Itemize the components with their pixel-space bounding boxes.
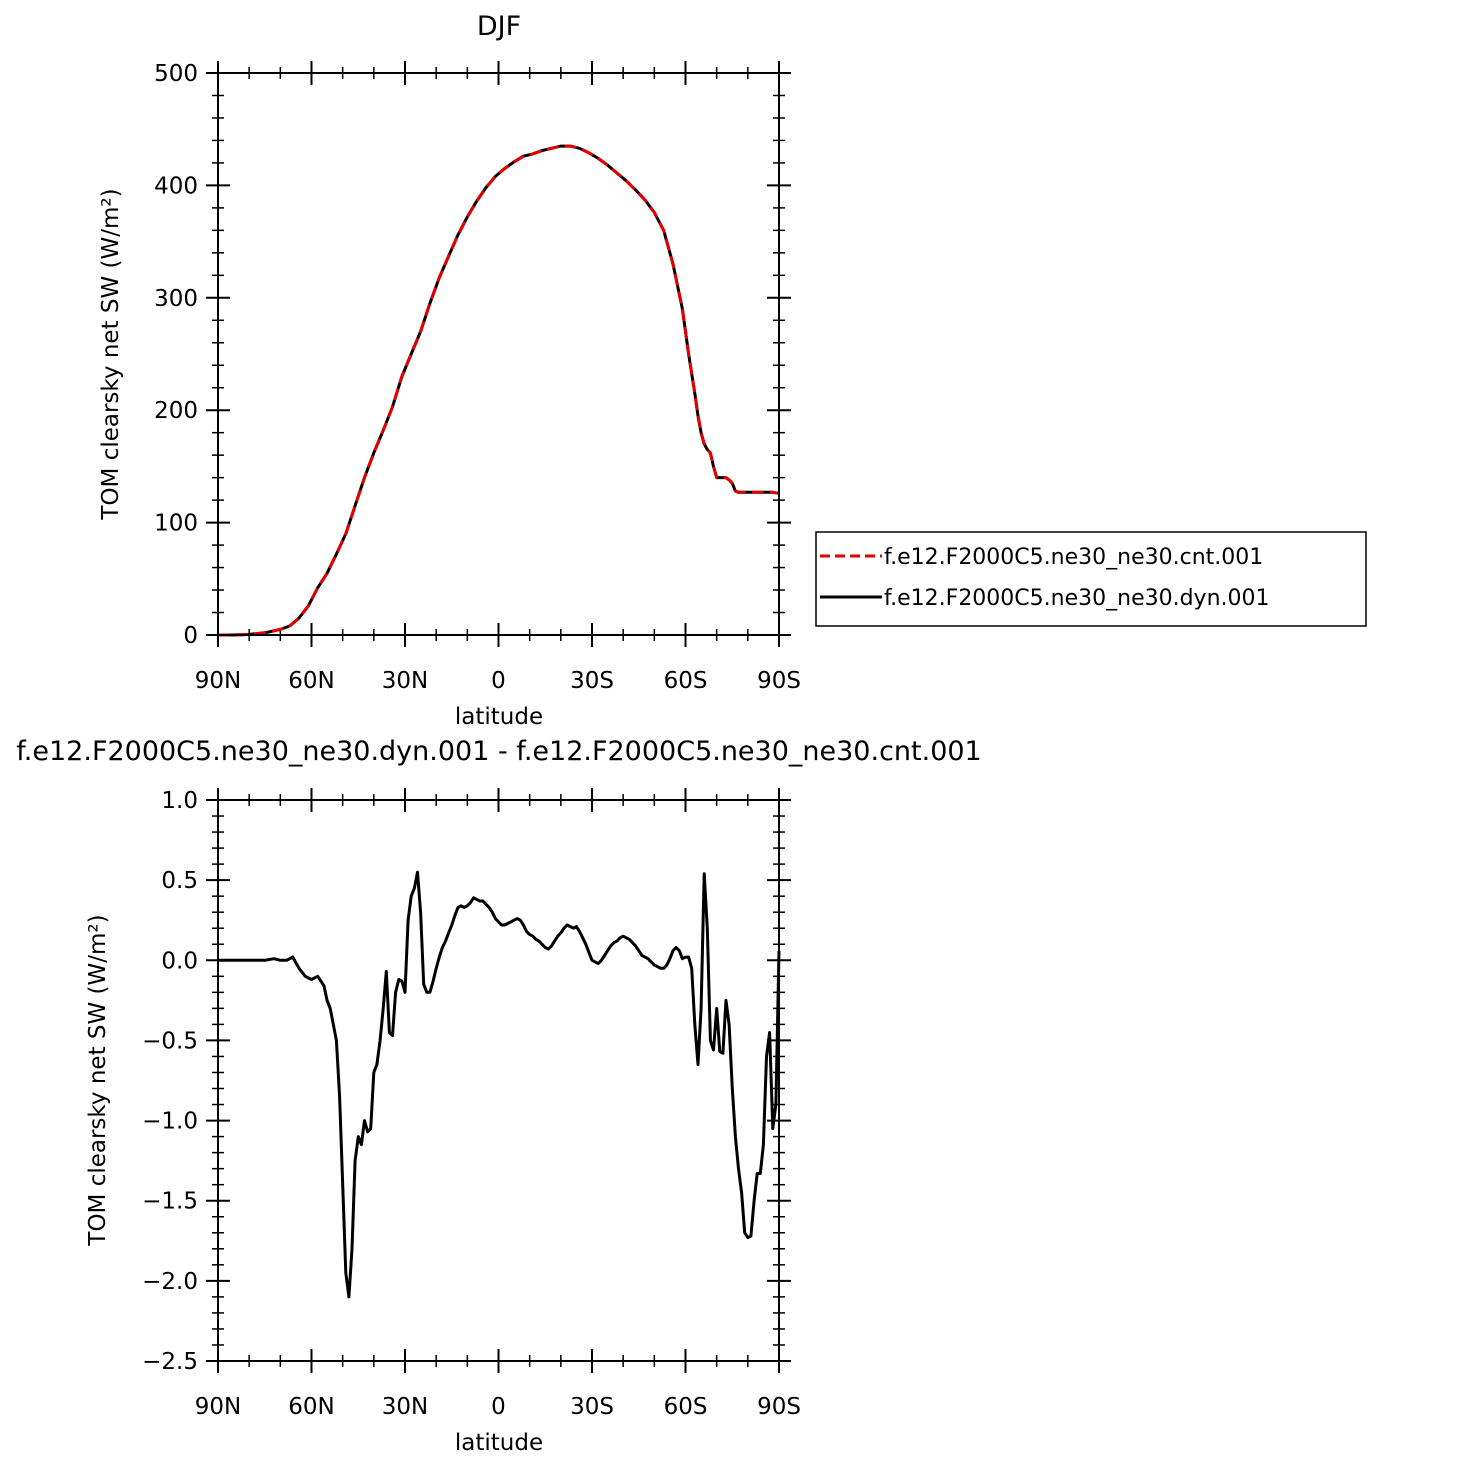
ytick-label: −0.5 bbox=[142, 1028, 198, 1054]
bottom-chart-xlabel: latitude bbox=[455, 1430, 543, 1456]
xtick-label: 90N bbox=[195, 668, 241, 694]
xtick-label: 90N bbox=[195, 1394, 241, 1420]
series-line-0 bbox=[218, 870, 781, 1299]
legend-box bbox=[815, 531, 1367, 627]
ytick-label: −1.5 bbox=[142, 1189, 198, 1215]
bottom-chart-series bbox=[218, 870, 781, 1299]
xtick-label: 60S bbox=[664, 1394, 708, 1420]
ytick-label: −2.0 bbox=[142, 1269, 198, 1295]
xtick-label: 90S bbox=[757, 668, 801, 694]
ytick-label: 0 bbox=[183, 623, 198, 649]
ytick-label: −1.0 bbox=[142, 1109, 198, 1135]
ytick-label: 0.0 bbox=[161, 948, 198, 974]
ytick-label: 1.0 bbox=[161, 788, 198, 814]
legend-label-cnt: f.e12.F2000C5.ne30_ne30.cnt.001 bbox=[884, 545, 1263, 570]
legend-label-dyn: f.e12.F2000C5.ne30_ne30.dyn.001 bbox=[884, 586, 1270, 611]
ytick-label: 300 bbox=[154, 286, 198, 312]
xtick-label: 60N bbox=[288, 1394, 334, 1420]
xtick-label: 30S bbox=[570, 1394, 614, 1420]
ytick-label: 100 bbox=[154, 511, 198, 537]
xtick-label: 30N bbox=[382, 1394, 428, 1420]
legend: f.e12.F2000C5.ne30_ne30.cnt.001 f.e12.F2… bbox=[815, 531, 1367, 627]
xtick-label: 0 bbox=[491, 668, 506, 694]
bottom-chart-title: f.e12.F2000C5.ne30_ne30.dyn.001 - f.e12.… bbox=[16, 736, 981, 767]
series-line-0 bbox=[218, 144, 780, 637]
xtick-label: 60N bbox=[288, 668, 334, 694]
ytick-label: 400 bbox=[154, 173, 198, 199]
top-chart-series bbox=[218, 144, 780, 637]
xtick-label: 90S bbox=[757, 1394, 801, 1420]
top-chart-title: DJF bbox=[477, 11, 521, 42]
top-chart-ticks: 0 100 200 300 400 500 90N 60N 30N 0 30S 60S 90S bbox=[154, 61, 801, 694]
ytick-label: 500 bbox=[154, 61, 198, 87]
xtick-label: 60S bbox=[664, 668, 708, 694]
bottom-chart-ylabel: TOM clearsky net SW (W/m²) bbox=[85, 914, 111, 1246]
top-chart-ylabel: TOM clearsky net SW (W/m²) bbox=[98, 188, 124, 520]
xtick-label: 0 bbox=[491, 1394, 506, 1420]
xtick-label: 30S bbox=[570, 668, 614, 694]
xtick-label: 30N bbox=[382, 668, 428, 694]
bottom-chart-frame bbox=[217, 799, 780, 1362]
ytick-label: 0.5 bbox=[161, 868, 198, 894]
top-chart-xlabel: latitude bbox=[455, 704, 543, 730]
ytick-label: −2.5 bbox=[142, 1349, 198, 1375]
top-chart-frame bbox=[217, 72, 780, 636]
bottom-chart: f.e12.F2000C5.ne30_ne30.dyn.001 - f.e12.… bbox=[16, 736, 981, 1456]
ytick-label: 200 bbox=[154, 398, 198, 424]
